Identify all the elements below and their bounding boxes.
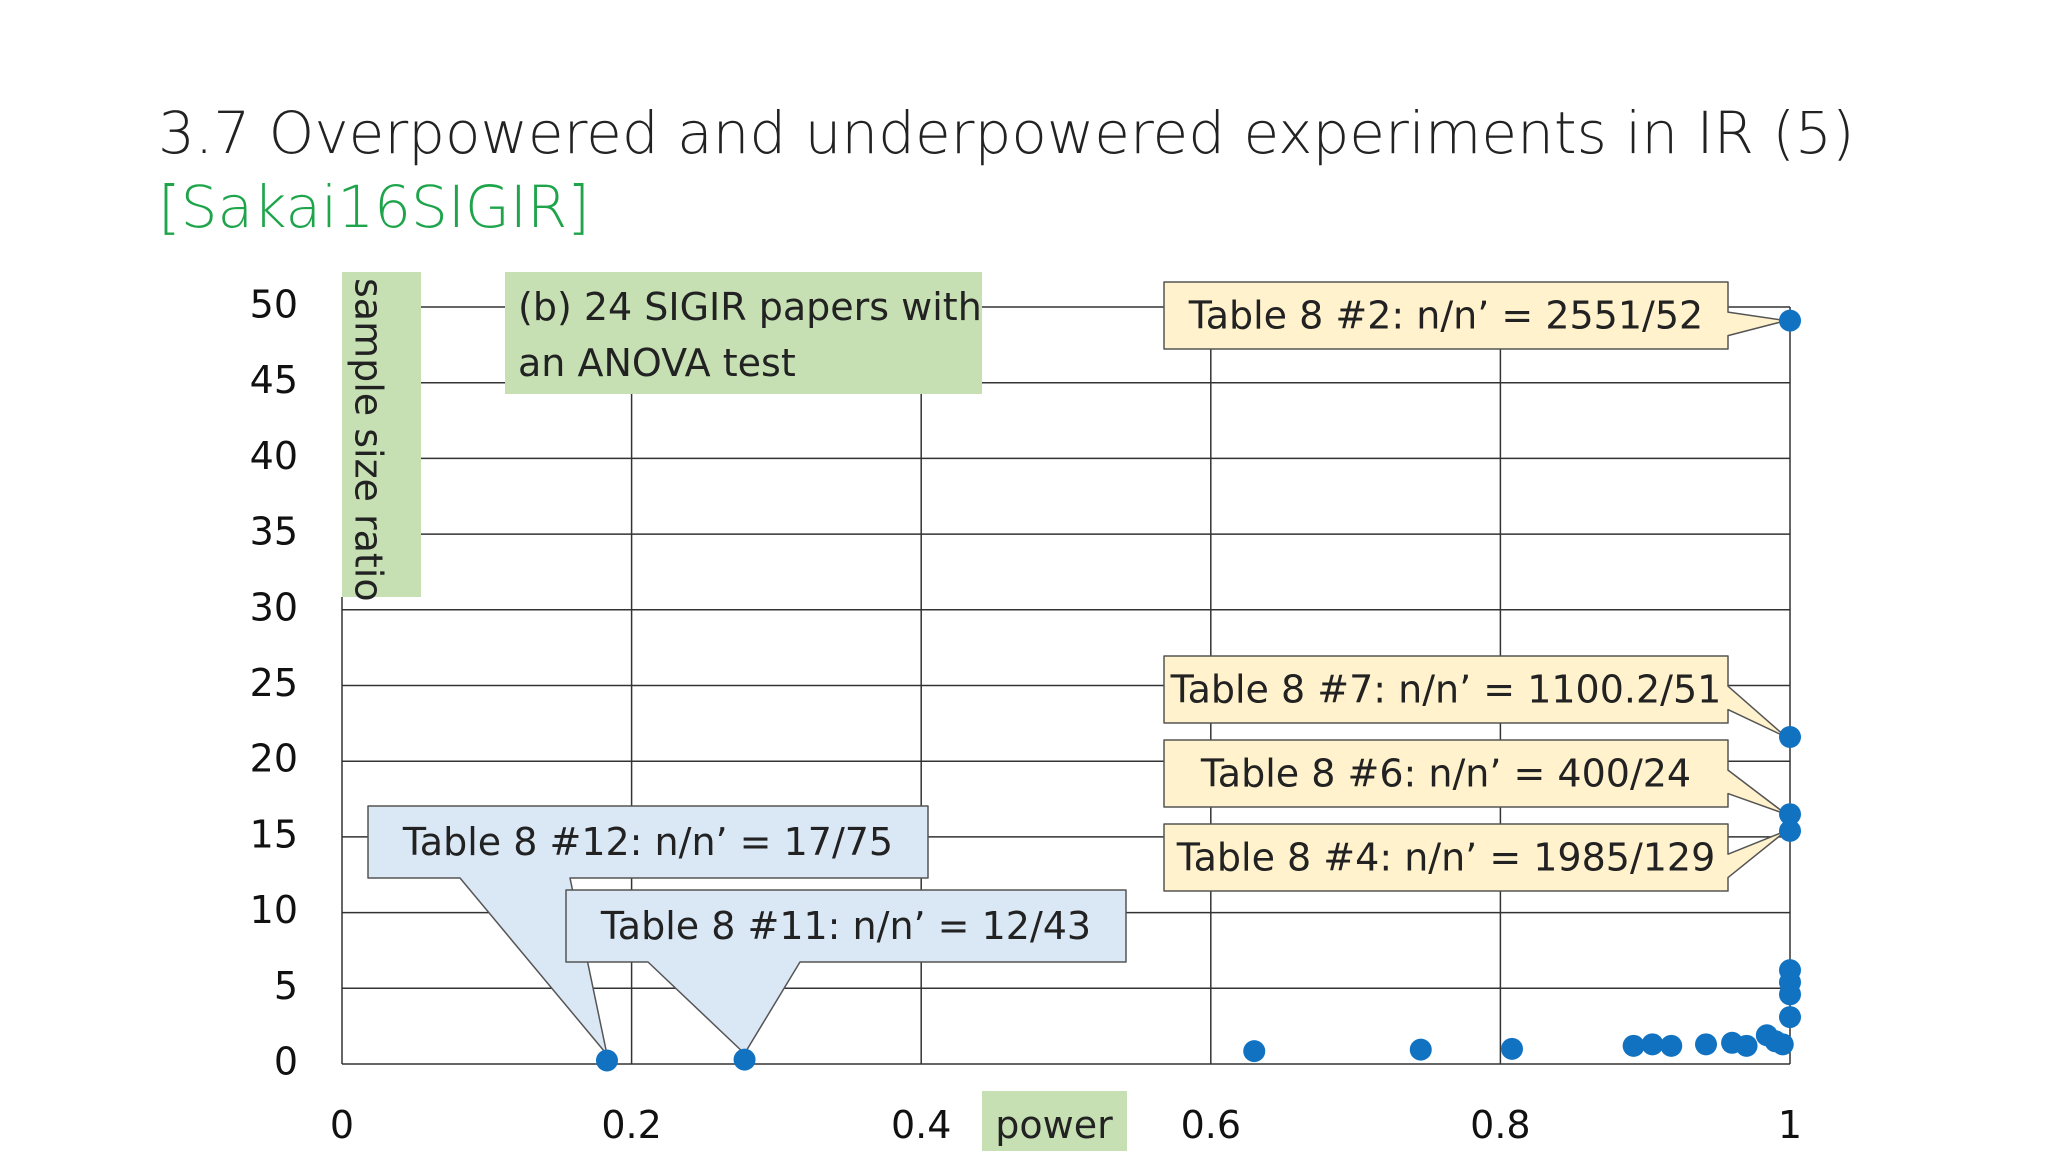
y-tick-label: 10 xyxy=(250,888,298,932)
x-tick-label: 0.8 xyxy=(1470,1103,1530,1147)
y-tick-label: 45 xyxy=(250,358,298,402)
y-tick-label: 50 xyxy=(250,283,298,327)
chart-title-box: (b) 24 SIGIR papers with an ANOVA test xyxy=(505,272,982,394)
annotations: Table 8 #2: n/n’ = 2551/52 Table 8 #7: n/… xyxy=(367,281,1787,1056)
chart-title-line-2: an ANOVA test xyxy=(518,341,796,385)
x-axis-label: power xyxy=(995,1103,1113,1147)
data-point xyxy=(1779,725,1801,748)
y-axis-label: sample size ratio xyxy=(347,278,391,602)
data-point xyxy=(1695,1033,1718,1056)
slide-title: 3.7 Overpowered and underpowered experim… xyxy=(158,96,1855,244)
callout-shape xyxy=(367,805,929,1056)
ylabel-background xyxy=(342,272,421,597)
callout-label: Table 8 #6: n/n’ = 400/24 xyxy=(1200,752,1691,796)
annotation-callout: Table 8 #4: n/n’ = 1985/129 xyxy=(1163,823,1787,892)
y-tick-label: 25 xyxy=(250,661,298,705)
data-points xyxy=(595,309,1801,1072)
callout-label: Table 8 #4: n/n’ = 1985/129 xyxy=(1176,836,1716,880)
chart-title-line-1: (b) 24 SIGIR papers with xyxy=(518,285,982,329)
y-tick-label: 30 xyxy=(250,585,298,629)
annotation-callout: Table 8 #7: n/n’ = 1100.2/51 xyxy=(1163,655,1787,738)
y-tick-label: 0 xyxy=(274,1040,298,1084)
callout-label: Table 8 #7: n/n’ = 1100.2/51 xyxy=(1170,668,1722,712)
x-tick-label: 0.4 xyxy=(891,1103,951,1147)
title-reference: [Sakai16SIGIR] xyxy=(158,173,590,241)
callout-shape xyxy=(1163,739,1787,815)
xlabel-box: power xyxy=(982,1091,1127,1151)
callout-label: Table 8 #12: n/n’ = 17/75 xyxy=(402,820,893,864)
callout-label: Table 8 #11: n/n’ = 12/43 xyxy=(600,904,1091,948)
x-tick-label: 0.2 xyxy=(601,1103,661,1147)
data-point xyxy=(595,1049,618,1072)
y-tick-label: 5 xyxy=(274,964,298,1008)
data-point xyxy=(733,1048,756,1071)
callout-shape xyxy=(1163,655,1787,738)
data-point xyxy=(1779,803,1801,826)
x-tick-label: 1 xyxy=(1778,1103,1802,1147)
x-tick-label: 0 xyxy=(330,1103,354,1147)
title-text: 3.7 Overpowered and underpowered experim… xyxy=(158,99,1855,167)
data-point xyxy=(1779,819,1801,842)
y-tick-label: 40 xyxy=(250,434,298,478)
data-point xyxy=(1243,1040,1266,1063)
callout-shape xyxy=(1163,823,1787,892)
annotation-callout: Table 8 #12: n/n’ = 17/75 xyxy=(367,805,929,1056)
annotation-callout: Table 8 #2: n/n’ = 2551/52 xyxy=(1163,281,1787,350)
data-point xyxy=(1409,1038,1432,1061)
y-tick-label: 15 xyxy=(250,812,298,856)
x-tick-labels: 0 0.2 0.4 0.6 0.8 1 xyxy=(330,1103,1802,1147)
data-point xyxy=(1735,1034,1758,1057)
data-point xyxy=(1641,1033,1664,1056)
x-axis-label-background xyxy=(982,1091,1127,1151)
data-point xyxy=(1500,1037,1523,1060)
chart-grid xyxy=(341,306,1791,1065)
x-tick-label: 0.6 xyxy=(1181,1103,1241,1147)
data-point xyxy=(1779,959,1801,982)
ylabel-box: sample size ratio xyxy=(342,272,421,602)
callout-shape xyxy=(565,889,1127,1055)
data-point xyxy=(1660,1034,1683,1057)
callout-shape xyxy=(1163,281,1787,350)
data-point xyxy=(1779,1006,1801,1029)
data-point xyxy=(1622,1034,1645,1057)
chart-title-background xyxy=(505,272,982,394)
annotation-callout: Table 8 #11: n/n’ = 12/43 xyxy=(565,889,1127,1055)
annotation-callout: Table 8 #6: n/n’ = 400/24 xyxy=(1163,739,1787,815)
y-tick-label: 20 xyxy=(250,737,298,781)
data-point xyxy=(1779,309,1801,332)
data-point xyxy=(1771,1033,1794,1056)
y-tick-labels: 0 5 10 15 20 25 30 35 40 45 50 xyxy=(250,283,298,1084)
y-tick-label: 35 xyxy=(250,510,298,554)
callout-label: Table 8 #2: n/n’ = 2551/52 xyxy=(1188,294,1703,338)
